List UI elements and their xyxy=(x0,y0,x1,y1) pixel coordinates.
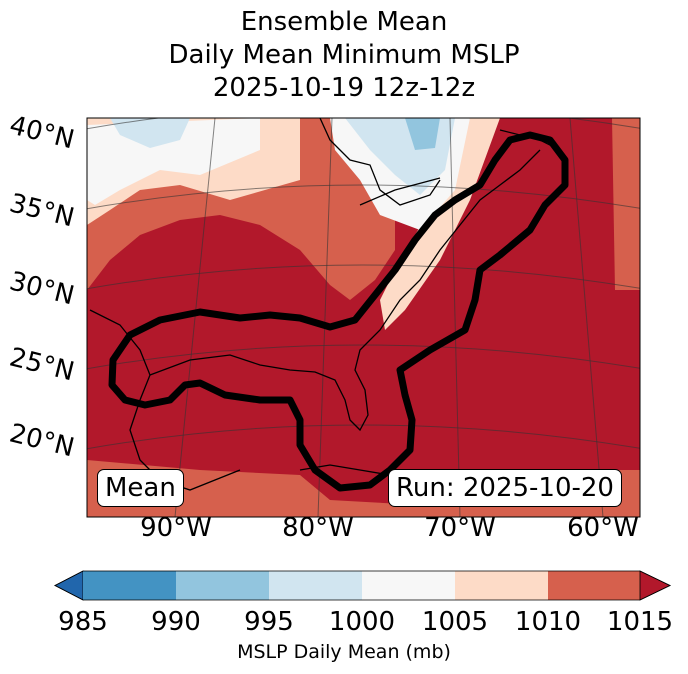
title-line-3: 2025-10-19 12z-12z xyxy=(212,73,476,103)
colorbar xyxy=(54,570,671,601)
field-1010-right xyxy=(612,118,640,290)
field-990 xyxy=(405,118,440,150)
lon-label-60w: 60°W xyxy=(567,513,639,543)
colorbar-extend-low xyxy=(54,570,84,601)
colorbar-990-995 xyxy=(176,571,269,600)
lon-label-80w: 80°W xyxy=(282,513,354,543)
colorbar-995-1000 xyxy=(269,571,362,600)
threshold-contour xyxy=(108,131,569,492)
field-1005-coast xyxy=(380,118,500,330)
title-line-2: Daily Mean Minimum MSLP xyxy=(168,40,520,70)
colorbar-extend-high xyxy=(639,570,671,601)
title-line-1: Ensemble Mean xyxy=(240,7,448,37)
colorbar-1005-1010 xyxy=(455,571,548,600)
colorbar-1000-1005 xyxy=(362,571,455,600)
run-date-box: Run: 2025-10-20 xyxy=(388,469,622,507)
lon-label-70w: 70°W xyxy=(424,513,496,543)
colorbar-1010-1015 xyxy=(548,571,640,600)
field-1000 xyxy=(87,118,260,205)
colorbar-tick: 1000 xyxy=(328,607,396,637)
colorbar-tick: 1010 xyxy=(514,607,582,637)
lon-label-90w: 90°W xyxy=(140,513,212,543)
colorbar-tick: 990 xyxy=(151,607,201,637)
colorbar-tick: 985 xyxy=(58,607,108,637)
colorbar-985-990 xyxy=(83,571,176,600)
colorbar-tick: 995 xyxy=(244,607,294,637)
mean-label-box: Mean xyxy=(97,469,184,507)
colorbar-tick: 1005 xyxy=(421,607,489,637)
field-995 xyxy=(110,118,190,148)
colorbar-tick: 1015 xyxy=(606,607,674,637)
colorbar-label: MSLP Daily Mean (mb) xyxy=(237,641,451,663)
